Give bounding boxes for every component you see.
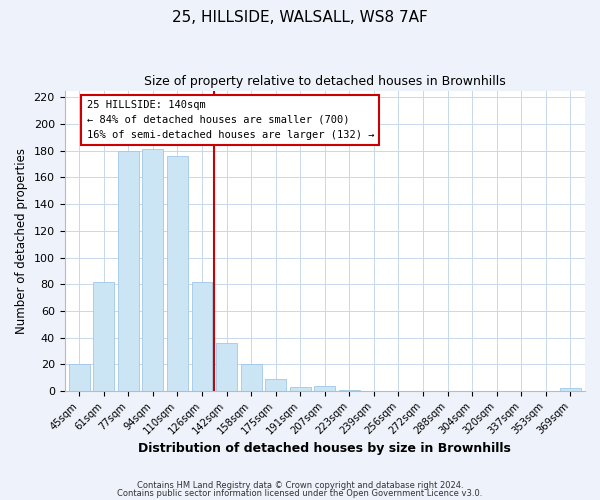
- Text: 25 HILLSIDE: 140sqm
← 84% of detached houses are smaller (700)
16% of semi-detac: 25 HILLSIDE: 140sqm ← 84% of detached ho…: [86, 100, 374, 140]
- Bar: [290, 387, 311, 391]
- Bar: [191, 282, 212, 391]
- Title: Size of property relative to detached houses in Brownhills: Size of property relative to detached ho…: [144, 75, 506, 88]
- Text: 25, HILLSIDE, WALSALL, WS8 7AF: 25, HILLSIDE, WALSALL, WS8 7AF: [172, 10, 428, 25]
- Bar: [167, 156, 188, 391]
- Y-axis label: Number of detached properties: Number of detached properties: [15, 148, 28, 334]
- X-axis label: Distribution of detached houses by size in Brownhills: Distribution of detached houses by size …: [139, 442, 511, 455]
- Bar: [142, 150, 163, 391]
- Bar: [118, 150, 139, 391]
- Bar: [216, 343, 237, 391]
- Bar: [314, 386, 335, 391]
- Bar: [241, 364, 262, 391]
- Text: Contains HM Land Registry data © Crown copyright and database right 2024.: Contains HM Land Registry data © Crown c…: [137, 481, 463, 490]
- Bar: [560, 388, 581, 391]
- Bar: [69, 364, 89, 391]
- Bar: [94, 282, 114, 391]
- Text: Contains public sector information licensed under the Open Government Licence v3: Contains public sector information licen…: [118, 488, 482, 498]
- Bar: [339, 390, 360, 391]
- Bar: [265, 379, 286, 391]
